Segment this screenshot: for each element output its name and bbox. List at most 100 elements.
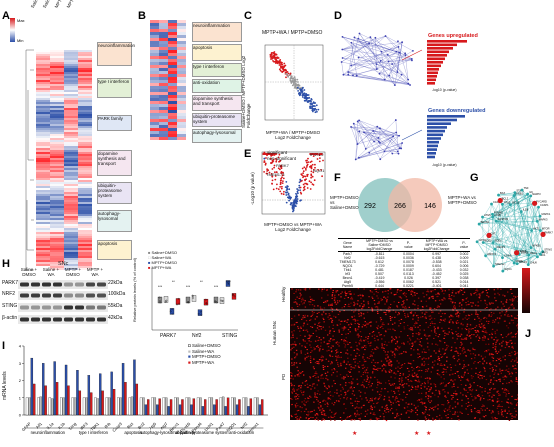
heatmap-cell xyxy=(36,242,50,244)
heat-j-cell xyxy=(423,358,424,359)
heat-j-cell xyxy=(361,303,362,304)
heat-j-cell xyxy=(426,291,427,292)
volcano-point xyxy=(296,201,298,203)
heat-j-cell xyxy=(448,346,449,347)
heat-j-cell xyxy=(482,410,483,411)
heatmap-cell xyxy=(64,218,78,220)
ppi-node-label: BCL2 xyxy=(502,197,509,201)
blot-size-2: 100kDa xyxy=(108,291,125,297)
heatmap-cell xyxy=(78,124,92,126)
heat-j-cell xyxy=(417,349,418,350)
heatmap-cell xyxy=(64,60,78,62)
heat-j-cell xyxy=(457,399,458,400)
heat-j-cell xyxy=(493,405,494,406)
heatmap-cell xyxy=(78,80,92,82)
heat-j-cell xyxy=(321,357,322,358)
heat-j-cell xyxy=(326,378,327,379)
heat-j-cell xyxy=(463,288,464,289)
heat-j-cell xyxy=(516,360,517,361)
heat-j-cell xyxy=(455,412,456,413)
heat-j-cell xyxy=(327,343,328,344)
heatmap-cell xyxy=(168,83,177,86)
heat-j-cell xyxy=(392,396,393,397)
heatmap-cell xyxy=(168,23,177,26)
heat-j-cell xyxy=(407,335,408,336)
heat-j-cell xyxy=(354,294,355,295)
heat-j-cell xyxy=(324,342,325,343)
heat-j-cell xyxy=(322,289,323,290)
i-bar xyxy=(102,391,104,415)
heat-j-cell xyxy=(297,297,298,298)
heat-j-cell xyxy=(296,304,297,305)
heat-j-cell xyxy=(500,289,501,290)
network-edge xyxy=(373,128,380,131)
heat-j-cell xyxy=(314,324,315,325)
heat-j-cell xyxy=(309,320,310,321)
heat-j-cell xyxy=(468,318,469,319)
heatmap-cell xyxy=(50,112,64,114)
heatmap-cell xyxy=(50,110,64,112)
h-legend: ■ Saline+DMSO □ Saline+WA ■ MPTP+DMSO ■ … xyxy=(148,250,177,270)
heatmap-cell xyxy=(159,110,168,113)
heat-j-cell xyxy=(336,292,337,293)
heat-j-cell xyxy=(291,399,292,400)
heatmap-cell xyxy=(36,68,50,70)
heatmap-cell xyxy=(64,202,78,204)
heat-j-cell xyxy=(466,298,467,299)
heat-j-cell xyxy=(318,407,319,408)
heat-j-cell xyxy=(392,355,393,356)
network-edge xyxy=(359,148,401,157)
heat-j-cell xyxy=(378,301,379,302)
ppi-node-label: SQSTM1 xyxy=(498,217,509,221)
heat-j-cell xyxy=(383,419,384,420)
heat-j-cell xyxy=(430,384,431,385)
heat-j-cell xyxy=(382,299,383,300)
heat-j-cell xyxy=(403,387,404,388)
heat-j-cell xyxy=(354,419,355,420)
heatmap-cell xyxy=(168,134,177,137)
heat-j-cell xyxy=(367,367,368,368)
heatmap-cell xyxy=(50,228,64,230)
heat-j-cell xyxy=(415,322,416,323)
d-up-bars xyxy=(426,40,486,88)
i-bar xyxy=(49,398,51,415)
heat-j-cell xyxy=(343,412,344,413)
a-group-park: PARK family xyxy=(97,115,132,131)
heat-j-cell xyxy=(456,322,457,323)
heat-j-cell xyxy=(334,420,335,421)
heat-j-cell xyxy=(299,363,300,364)
heatmap-cell xyxy=(168,50,177,53)
heat-j-cell xyxy=(405,306,406,307)
heat-j-cell xyxy=(337,302,338,303)
heatmap-cell xyxy=(159,59,168,62)
heatmap-cell xyxy=(64,258,78,260)
heat-j-cell xyxy=(418,370,419,371)
heat-j-cell xyxy=(478,302,479,303)
heat-j-cell xyxy=(293,364,294,365)
heatmap-cell xyxy=(150,26,159,29)
f-table-header: P-value xyxy=(458,239,470,252)
heatmap-cell xyxy=(64,248,78,250)
network-d-svg xyxy=(332,20,427,170)
heat-j-cell xyxy=(397,367,398,368)
heat-j-cell xyxy=(508,399,509,400)
heat-j-cell xyxy=(332,356,333,357)
heat-j-cell xyxy=(505,396,506,397)
heat-j-cell xyxy=(374,414,375,415)
volcano-point xyxy=(312,183,314,185)
heat-j-cell xyxy=(421,393,422,394)
network-node xyxy=(391,63,393,65)
heat-j-cell xyxy=(308,411,309,412)
heatmap-cell xyxy=(64,86,78,88)
heatmap-cell xyxy=(50,90,64,92)
heat-j-cell xyxy=(512,305,513,306)
heatmap-cell xyxy=(50,144,64,146)
i-gene-label: IL1b xyxy=(57,421,67,431)
heat-j-cell xyxy=(491,312,492,313)
heat-j-cell xyxy=(379,410,380,411)
heat-j-cell xyxy=(402,399,403,400)
heat-j-cell xyxy=(497,353,498,354)
heat-j-cell xyxy=(361,313,362,314)
heat-j-cell xyxy=(382,324,383,325)
scatter-point xyxy=(281,71,283,73)
